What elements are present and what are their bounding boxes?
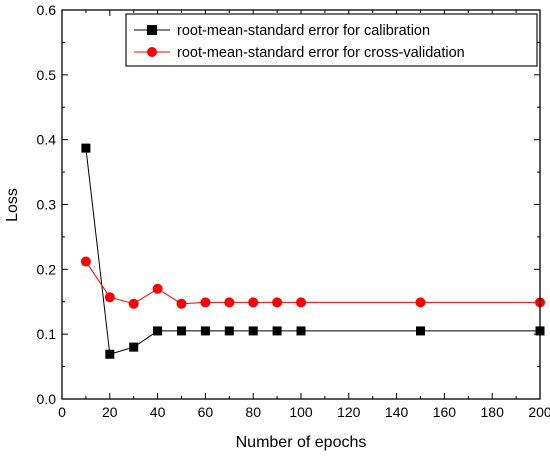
x-tick-label: 200	[528, 404, 550, 420]
data-point-calibration	[296, 326, 306, 336]
y-tick-label: 0.6	[37, 2, 57, 18]
plot-frame	[61, 9, 541, 400]
data-point-calibration	[200, 326, 210, 336]
data-point-cross-validation	[224, 297, 235, 308]
data-point-cross-validation	[128, 298, 139, 309]
tick-labels: 0 20 40 60 80 100 120 140 160 180 200 0.0 0.1 0.2 0.3 0…	[37, 2, 550, 420]
data-point-cross-validation	[248, 297, 259, 308]
y-tick-label: 0.2	[37, 261, 57, 277]
data-point-cross-validation	[176, 298, 187, 309]
x-tick-label: 40	[150, 404, 166, 420]
legend-box	[125, 13, 538, 67]
data-point-cross-validation	[272, 297, 283, 308]
data-point-calibration	[129, 342, 139, 352]
legend-marker-cross-validation	[147, 47, 157, 57]
y-tick-label: 0.0	[37, 391, 57, 407]
legend: root-mean-standard error for calibration…	[125, 13, 538, 67]
y-tick-label: 0.1	[37, 326, 57, 342]
data-point-calibration	[224, 326, 234, 336]
data-point-cross-validation	[104, 292, 115, 303]
y-tick-label: 0.3	[37, 197, 57, 213]
x-tick-label: 0	[58, 404, 66, 420]
x-tick-label: 60	[198, 404, 214, 420]
x-tick-label: 180	[481, 404, 505, 420]
data-point-cross-validation	[200, 297, 211, 308]
y-tick-label: 0.4	[37, 132, 57, 148]
legend-entry-cross-validation: root-mean-standard error for cross-valid…	[134, 45, 465, 61]
legend-marker-calibration	[147, 25, 157, 35]
data-point-calibration	[416, 326, 425, 336]
data-point-calibration	[153, 326, 163, 336]
x-tick-label: 140	[385, 404, 409, 420]
x-tick-label: 80	[245, 404, 261, 420]
data-point-cross-validation	[152, 283, 163, 294]
data-point-calibration	[105, 349, 115, 359]
data-point-calibration	[81, 143, 91, 153]
legend-entry-calibration: root-mean-standard error for calibration	[134, 23, 430, 39]
x-tick-label: 160	[433, 404, 457, 420]
data-point-calibration	[248, 326, 258, 336]
data-point-cross-validation	[80, 256, 91, 267]
data-point-calibration	[177, 326, 186, 336]
x-tick-label: 120	[337, 404, 361, 420]
legend-label-calibration: root-mean-standard error for calibration	[177, 23, 430, 39]
data-point-calibration	[272, 326, 282, 336]
series-group	[80, 143, 545, 359]
x-tick-label: 20	[102, 404, 118, 420]
data-point-cross-validation	[415, 297, 426, 308]
y-tick-label: 0.5	[37, 67, 57, 83]
data-point-cross-validation	[296, 297, 306, 308]
legend-label-cross-validation: root-mean-standard error for cross-valid…	[177, 45, 465, 61]
x-axis-title: Number of epochs	[236, 434, 367, 451]
x-tick-label: 100	[289, 404, 313, 420]
y-axis-title: Loss	[4, 188, 21, 222]
